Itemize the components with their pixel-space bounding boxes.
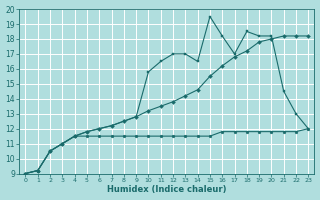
X-axis label: Humidex (Indice chaleur): Humidex (Indice chaleur) bbox=[107, 185, 227, 194]
